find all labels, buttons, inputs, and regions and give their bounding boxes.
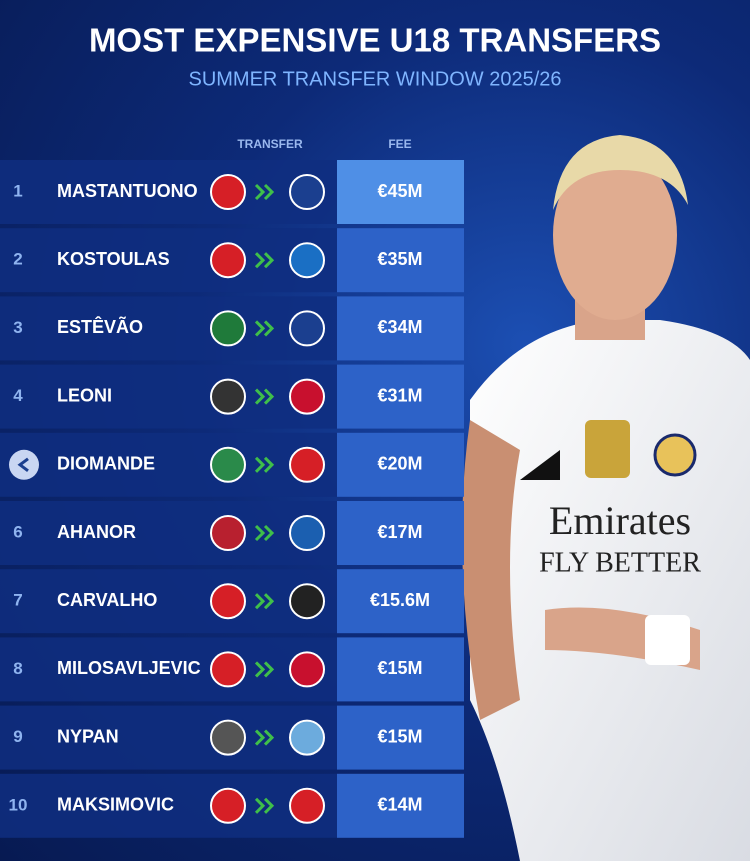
row-background — [0, 160, 337, 224]
transfer-arrow — [254, 183, 275, 201]
row-background — [0, 432, 337, 497]
club-logo-to — [289, 446, 325, 483]
club-logo-from — [210, 583, 246, 620]
column-header: TRANSFER — [237, 137, 303, 151]
svg-text:FLY BETTER: FLY BETTER — [539, 547, 701, 578]
fee: €31M — [377, 385, 422, 405]
club-logo-from — [210, 651, 246, 688]
player-name: MAKSIMOVIC — [57, 795, 174, 815]
player-name: MASTANTUONO — [57, 181, 198, 201]
rank: 2 — [13, 250, 22, 269]
fee-cell — [337, 160, 464, 224]
club-logo-to — [289, 378, 325, 415]
fee-cell — [337, 773, 464, 838]
fee-cell — [337, 228, 464, 293]
player-name: DIOMANDE — [57, 454, 155, 474]
transfer-arrow — [254, 524, 275, 542]
fee: €15.6M — [370, 590, 430, 610]
rank-icon-arrow — [17, 457, 29, 472]
club-logo-from — [210, 719, 246, 756]
fee-cell — [337, 432, 464, 497]
club-logo-to — [289, 787, 325, 824]
rank: 9 — [13, 727, 22, 746]
club-logo-from — [210, 174, 246, 210]
player-name: KOSTOULAS — [57, 249, 170, 269]
club-logo-from — [210, 310, 246, 347]
rank-icon — [9, 449, 39, 480]
fee: €20M — [377, 454, 422, 474]
club-logo-to — [289, 719, 325, 756]
club-logo-to — [289, 515, 325, 551]
title: MOST EXPENSIVE U18 TRANSFERS — [89, 22, 661, 59]
player-name: NYPAN — [57, 726, 119, 746]
row-background — [0, 296, 337, 361]
fee: €34M — [377, 317, 422, 337]
fee-cell — [337, 637, 464, 702]
rank: 1 — [13, 181, 22, 200]
fee-cell — [337, 364, 464, 429]
player-name: CARVALHO — [57, 590, 157, 610]
transfer-arrow — [254, 388, 275, 405]
transfer-arrow — [254, 729, 275, 746]
club-logo-to — [289, 242, 325, 279]
club-logo-to — [289, 310, 325, 347]
row-background — [0, 501, 337, 565]
row-background — [0, 364, 337, 429]
club-logo-from — [210, 242, 246, 279]
player-name: LEONI — [57, 385, 112, 405]
fee: €14M — [377, 795, 422, 815]
player-photo: Emirates FLY BETTER — [462, 135, 750, 861]
club-logo-to — [289, 174, 325, 210]
row-background — [0, 773, 337, 838]
player-name: AHANOR — [57, 522, 136, 542]
player-name: MILOSAVLJEVIC — [57, 658, 201, 678]
column-header: FEE — [388, 137, 411, 151]
club-logo-to — [289, 583, 325, 620]
row-background — [0, 569, 337, 634]
club-logo-from — [210, 378, 246, 415]
transfer-arrow — [254, 661, 275, 678]
club-logo-to — [289, 651, 325, 688]
subtitle: SUMMER TRANSFER WINDOW 2025/26 — [188, 68, 561, 90]
rank: 10 — [9, 795, 28, 814]
club-logo-from — [210, 787, 246, 824]
transfer-arrow — [254, 797, 275, 814]
rank: 6 — [13, 522, 22, 541]
rank: 7 — [13, 591, 22, 610]
rank: 8 — [13, 659, 22, 678]
table: 1 MASTANTUONO €45M 2 KOSTOULAS €35M 3 ESTÊVÃO €3… — [0, 160, 464, 838]
fee-cell — [337, 705, 464, 770]
fee: €45M — [377, 181, 422, 201]
rank: 3 — [13, 318, 22, 337]
club-logo-from — [210, 446, 246, 483]
fee: €17M — [377, 522, 422, 542]
fee: €15M — [377, 726, 422, 746]
player-name: ESTÊVÃO — [57, 316, 143, 337]
transfer-arrow — [254, 320, 275, 337]
transfer-arrow — [254, 456, 275, 473]
fee-cell — [337, 569, 464, 634]
row-background — [0, 637, 337, 702]
row-background — [0, 228, 337, 293]
fee: €15M — [377, 658, 422, 678]
fee: €35M — [377, 249, 422, 269]
transfer-arrow — [254, 252, 275, 269]
club-logo-from — [210, 515, 246, 551]
rank: 4 — [13, 386, 23, 405]
svg-text:Emirates: Emirates — [549, 498, 691, 543]
transfer-arrow — [254, 593, 275, 610]
fee-cell — [337, 501, 464, 565]
row-background — [0, 705, 337, 770]
fee-cell — [337, 296, 464, 361]
